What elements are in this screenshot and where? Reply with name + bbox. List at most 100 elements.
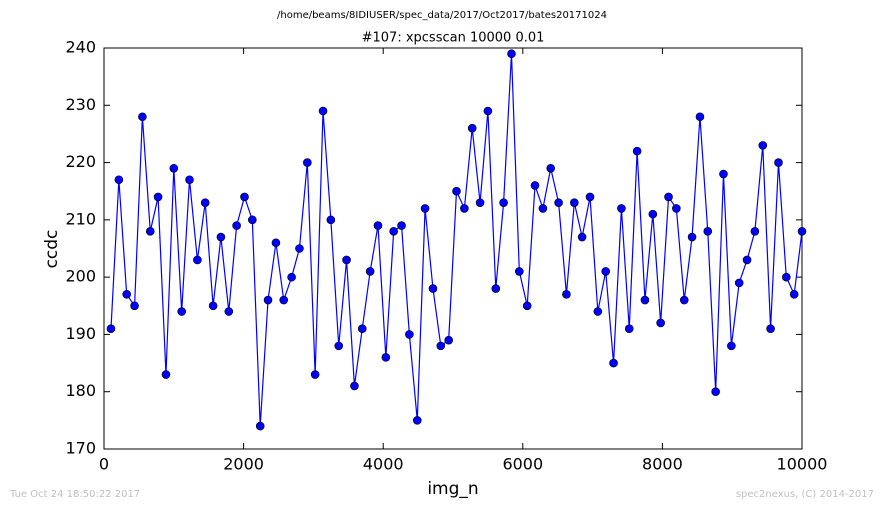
y-tick-label: 220 — [65, 152, 96, 171]
data-point — [538, 204, 548, 213]
data-point — [326, 215, 336, 225]
data-point — [632, 146, 642, 156]
data-point — [703, 227, 713, 236]
data-point — [263, 295, 273, 305]
data-point — [389, 227, 398, 236]
data-point — [248, 215, 257, 225]
data-point — [562, 290, 571, 299]
data-point — [381, 353, 391, 362]
data-point — [734, 278, 744, 288]
x-axis-label: img_n — [427, 479, 478, 499]
data-point — [797, 227, 807, 236]
data-point — [546, 164, 556, 173]
data-point — [679, 295, 689, 305]
data-point — [279, 295, 289, 305]
data-point — [781, 272, 791, 282]
plot-frame — [103, 47, 803, 450]
x-tick-label: 2000 — [223, 455, 264, 474]
data-point — [303, 158, 312, 167]
data-point — [766, 324, 775, 334]
data-point — [130, 301, 139, 311]
data-point — [593, 307, 603, 316]
data-point — [515, 267, 524, 276]
data-point — [522, 301, 532, 311]
data-point — [342, 255, 351, 265]
data-point — [310, 370, 320, 379]
data-point — [687, 232, 697, 242]
y-tick-label: 200 — [65, 267, 96, 286]
data-point — [624, 324, 634, 334]
data-point — [577, 232, 587, 242]
data-point — [397, 221, 406, 230]
footer-right: spec2nexus, (C) 2014-2017 — [736, 489, 874, 500]
x-tick-label: 8000 — [642, 455, 683, 474]
x-tick-label: 4000 — [363, 455, 404, 474]
data-point — [742, 255, 752, 265]
y-tick-label: 180 — [65, 381, 96, 400]
data-point — [208, 301, 218, 311]
data-point — [467, 123, 477, 133]
data-point — [412, 416, 422, 425]
data-point — [585, 192, 595, 202]
data-point — [420, 204, 430, 213]
data-point — [169, 164, 179, 173]
data-point — [122, 290, 131, 299]
footer-left: Tue Oct 24 18:50:22 2017 — [9, 489, 140, 500]
y-tick-label: 210 — [65, 209, 96, 228]
y-tick-label: 190 — [65, 324, 96, 343]
data-point — [695, 112, 705, 122]
y-axis-label: ccdc — [42, 230, 62, 269]
data-point — [200, 198, 210, 207]
data-point — [530, 181, 540, 190]
data-point — [365, 267, 375, 276]
data-point — [554, 198, 563, 207]
data-point — [499, 198, 508, 207]
data-point — [719, 169, 728, 179]
x-tick-label: 6000 — [502, 455, 543, 474]
x-tick-label: 10000 — [777, 455, 828, 474]
data-point — [452, 186, 461, 196]
data-point — [640, 295, 650, 305]
data-point — [570, 198, 579, 207]
data-point — [114, 175, 124, 185]
data-point — [711, 387, 720, 397]
data-point — [185, 175, 194, 185]
data-point — [672, 204, 681, 213]
data-point — [507, 49, 516, 59]
data-point — [216, 232, 226, 242]
data-point — [758, 141, 768, 150]
data-point — [161, 370, 171, 379]
data-point — [436, 341, 446, 351]
data-point — [460, 204, 469, 213]
data-point — [350, 381, 359, 391]
x-tick-label: 0 — [99, 455, 109, 474]
data-point — [153, 192, 163, 202]
data-point — [774, 158, 783, 167]
suptitle: /home/beams/8IDIUSER/spec_data/2017/Oct2… — [277, 10, 607, 21]
data-point — [177, 307, 186, 316]
data-point — [789, 290, 799, 299]
y-tick-label: 230 — [65, 95, 96, 114]
data-point — [664, 192, 673, 202]
data-point — [224, 307, 234, 316]
data-point — [287, 272, 296, 282]
data-point — [240, 192, 249, 202]
data-point — [750, 227, 760, 236]
data-point — [232, 221, 241, 230]
data-point — [609, 358, 618, 368]
data-point — [483, 106, 493, 116]
data-point — [656, 318, 665, 328]
data-point — [601, 267, 611, 276]
data-point — [475, 198, 485, 207]
y-tick-label: 240 — [65, 38, 96, 57]
data-point — [357, 324, 367, 334]
data-point — [255, 421, 265, 431]
data-point — [106, 324, 116, 334]
data-point — [271, 238, 281, 248]
data-point — [295, 244, 304, 253]
data-point — [428, 284, 438, 293]
y-tick-label: 170 — [65, 439, 96, 458]
data-point — [138, 112, 147, 122]
data-point — [648, 209, 658, 219]
